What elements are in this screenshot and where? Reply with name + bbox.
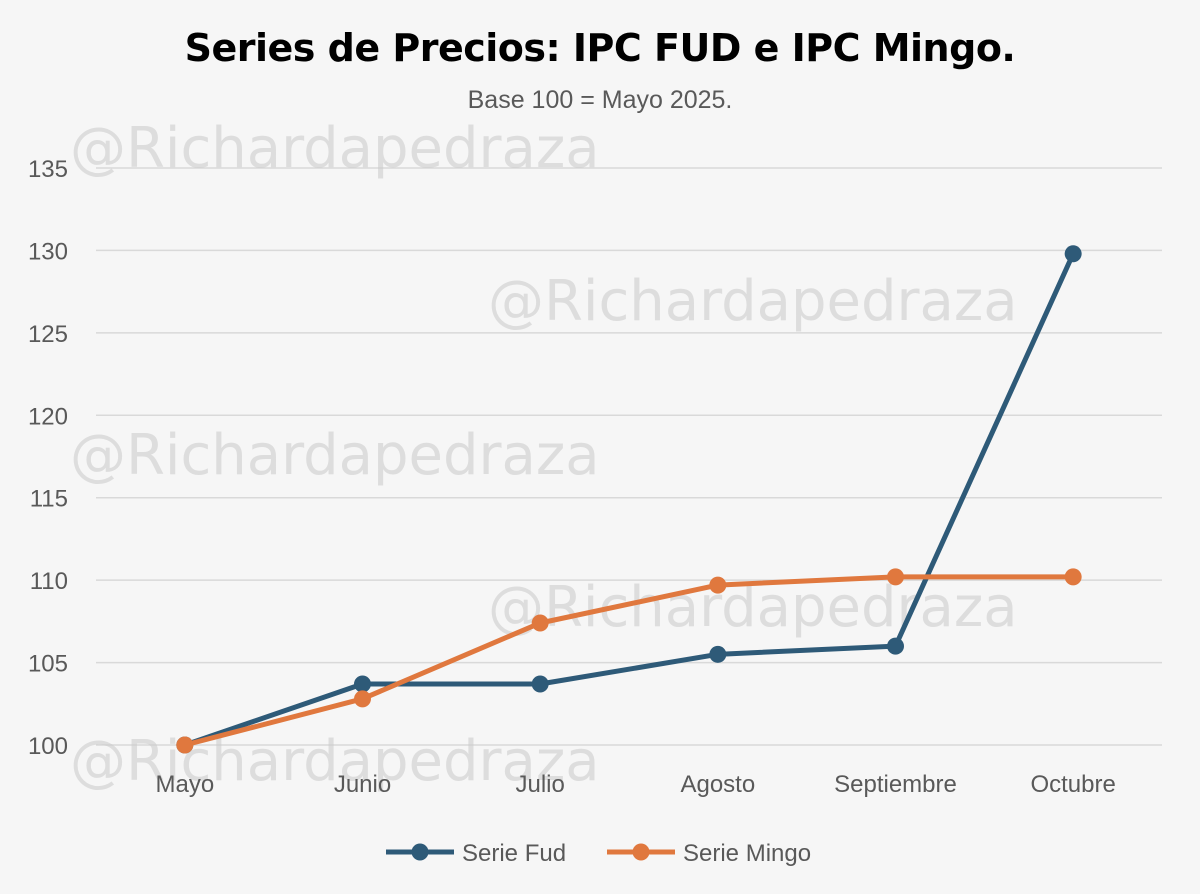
chart-title: Series de Precios: IPC FUD e IPC Mingo. xyxy=(184,26,1016,70)
x-tick-label: Junio xyxy=(334,771,391,798)
x-tick-label: Octubre xyxy=(1030,771,1115,798)
legend-marker xyxy=(411,843,429,861)
y-tick-label: 100 xyxy=(28,733,68,760)
watermark: @Richardapedraza xyxy=(70,116,600,181)
x-tick-label: Septiembre xyxy=(834,771,957,798)
data-point-serie-mingo xyxy=(531,614,549,632)
data-point-serie-mingo xyxy=(887,568,904,586)
y-tick-label: 110 xyxy=(30,568,68,595)
legend-item: Serie Fud xyxy=(386,840,566,867)
data-point-serie-fud xyxy=(1064,245,1082,263)
watermark: @Richardapedraza xyxy=(70,729,600,794)
data-point-serie-mingo xyxy=(176,736,194,754)
legend-label: Serie Fud xyxy=(462,840,566,867)
y-tick-label: 105 xyxy=(28,651,68,678)
y-tick-label: 135 xyxy=(28,156,68,183)
y-tick-label: 115 xyxy=(30,486,68,513)
legend-item: Serie Mingo xyxy=(607,840,811,867)
chart-subtitle: Base 100 = Mayo 2025. xyxy=(467,86,733,114)
data-point-serie-fud xyxy=(709,645,727,663)
x-tick-label: Julio xyxy=(515,771,564,798)
series-line-serie-mingo xyxy=(182,574,1076,748)
data-point-serie-fud xyxy=(531,675,549,693)
series-line-serie-fud xyxy=(182,251,1076,748)
y-tick-label: 125 xyxy=(28,321,68,348)
data-point-serie-fud xyxy=(887,637,904,655)
x-tick-label: Agosto xyxy=(680,771,755,798)
x-tick-label: Mayo xyxy=(155,771,214,798)
data-point-serie-mingo xyxy=(709,576,727,594)
legend-marker xyxy=(632,843,650,861)
data-point-serie-mingo xyxy=(354,690,371,708)
data-point-serie-mingo xyxy=(1064,568,1082,586)
data-point-serie-fud xyxy=(354,675,371,693)
y-tick-label: 120 xyxy=(28,403,68,430)
y-tick-label: 130 xyxy=(28,238,68,265)
legend-label: Serie Mingo xyxy=(683,840,811,867)
watermark: @Richardapedraza xyxy=(488,269,1018,334)
watermark: @Richardapedraza xyxy=(70,423,600,488)
